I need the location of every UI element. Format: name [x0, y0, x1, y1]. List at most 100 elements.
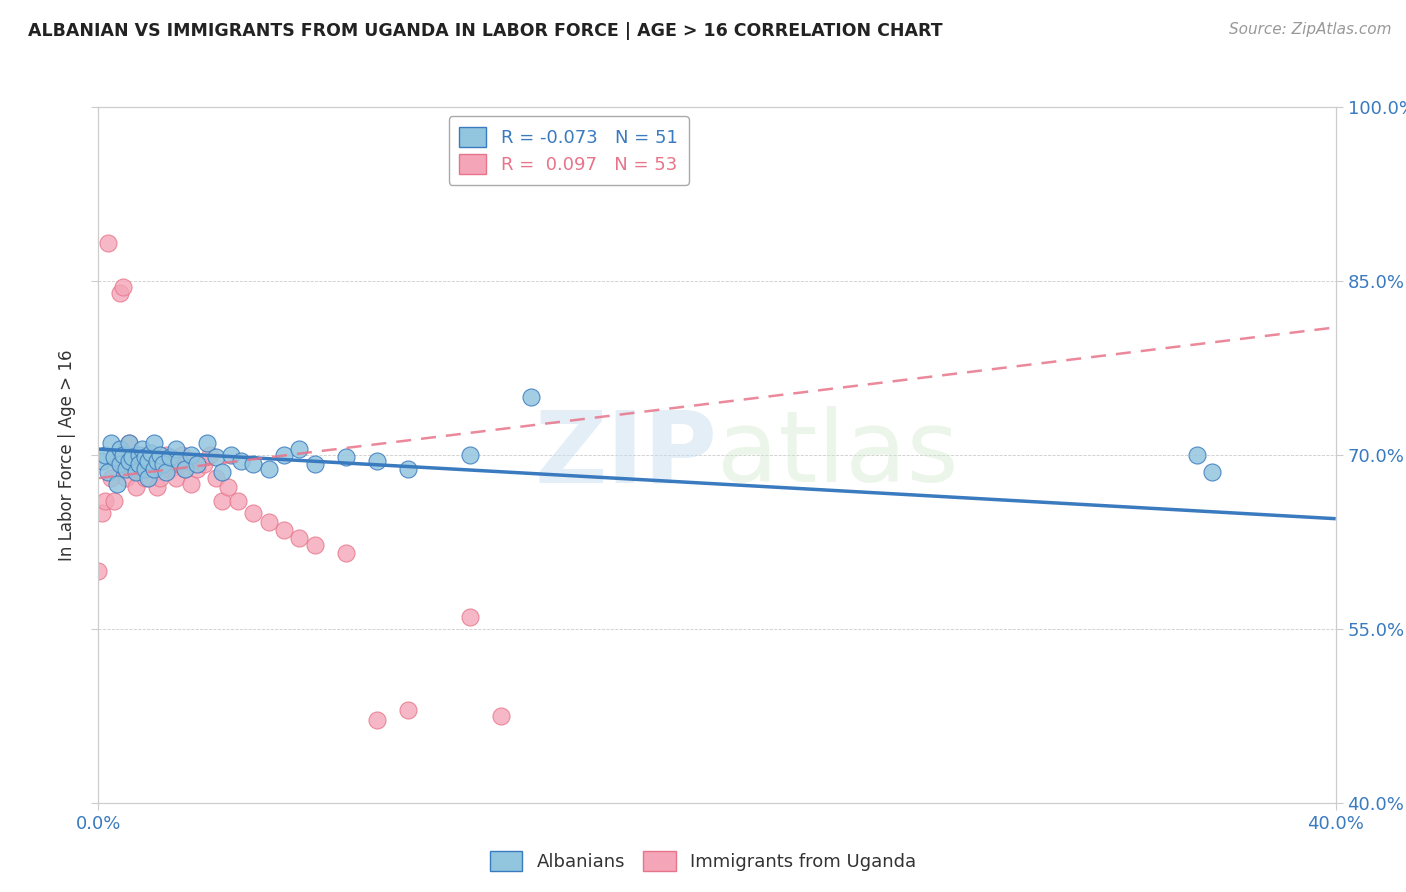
- Point: [108, 285, 131, 300]
- Point: [128, 457, 150, 471]
- Point: [146, 453, 169, 467]
- Point: [257, 462, 280, 476]
- Point: [131, 462, 153, 476]
- Point: [139, 448, 162, 462]
- Point: [226, 494, 249, 508]
- Point: [128, 453, 150, 467]
- Point: [112, 448, 135, 462]
- Point: [108, 442, 131, 457]
- Point: [124, 480, 146, 494]
- Point: [152, 453, 174, 467]
- Point: [167, 457, 190, 471]
- Point: [128, 448, 150, 462]
- Point: [366, 453, 388, 467]
- Point: [193, 457, 215, 471]
- Point: [165, 471, 187, 485]
- Text: ALBANIAN VS IMMIGRANTS FROM UGANDA IN LABOR FORCE | AGE > 16 CORRELATION CHART: ALBANIAN VS IMMIGRANTS FROM UGANDA IN LA…: [28, 22, 943, 40]
- Point: [118, 436, 141, 450]
- Point: [180, 476, 202, 491]
- Point: [170, 448, 193, 462]
- Point: [139, 445, 162, 459]
- Point: [97, 465, 120, 479]
- Point: [149, 448, 172, 462]
- Point: [146, 480, 169, 494]
- Point: [100, 471, 122, 485]
- Point: [366, 714, 388, 728]
- Point: [136, 471, 159, 485]
- Point: [124, 465, 146, 479]
- Point: [396, 703, 419, 717]
- Point: [304, 457, 326, 471]
- Point: [143, 453, 166, 467]
- Point: [242, 506, 264, 520]
- Point: [149, 471, 172, 485]
- Point: [118, 453, 141, 467]
- Point: [134, 462, 156, 476]
- Point: [288, 442, 311, 457]
- Point: [155, 448, 177, 462]
- Point: [115, 471, 138, 485]
- Point: [396, 462, 419, 476]
- Point: [335, 546, 357, 560]
- Point: [257, 515, 280, 529]
- Y-axis label: In Labor Force | Age > 16: In Labor Force | Age > 16: [58, 349, 76, 561]
- Point: [97, 235, 120, 250]
- Point: [121, 462, 143, 476]
- Point: [165, 442, 187, 457]
- Point: [273, 448, 295, 462]
- Point: [205, 471, 228, 485]
- Point: [1185, 448, 1208, 462]
- Point: [118, 436, 141, 450]
- Point: [489, 708, 512, 723]
- Point: [174, 462, 197, 476]
- Point: [108, 457, 131, 471]
- Point: [304, 538, 326, 552]
- Point: [131, 442, 153, 457]
- Point: [93, 448, 115, 462]
- Point: [186, 462, 208, 476]
- Point: [136, 453, 159, 467]
- Point: [520, 390, 543, 404]
- Point: [134, 471, 156, 485]
- Point: [159, 450, 181, 465]
- Point: [93, 494, 115, 508]
- Point: [186, 457, 208, 471]
- Point: [221, 448, 243, 462]
- Legend: Albanians, Immigrants from Uganda: Albanians, Immigrants from Uganda: [482, 844, 924, 879]
- Point: [288, 532, 311, 546]
- Point: [118, 453, 141, 467]
- Point: [121, 450, 143, 465]
- Point: [174, 462, 197, 476]
- Point: [105, 453, 128, 467]
- Point: [143, 462, 166, 476]
- Point: [124, 448, 146, 462]
- Point: [167, 453, 190, 467]
- Point: [87, 564, 110, 578]
- Point: [152, 457, 174, 471]
- Point: [90, 506, 112, 520]
- Point: [155, 465, 177, 479]
- Point: [90, 453, 112, 467]
- Point: [112, 448, 135, 462]
- Point: [105, 476, 128, 491]
- Point: [177, 453, 200, 467]
- Text: Source: ZipAtlas.com: Source: ZipAtlas.com: [1229, 22, 1392, 37]
- Point: [273, 523, 295, 537]
- Point: [143, 436, 166, 450]
- Point: [205, 450, 228, 465]
- Text: atlas: atlas: [717, 407, 959, 503]
- Point: [335, 450, 357, 465]
- Point: [211, 465, 233, 479]
- Point: [143, 462, 166, 476]
- Point: [195, 436, 218, 450]
- Point: [180, 448, 202, 462]
- Point: [198, 448, 221, 462]
- Point: [1201, 465, 1223, 479]
- Point: [211, 494, 233, 508]
- Point: [458, 448, 481, 462]
- Point: [136, 457, 159, 471]
- Point: [134, 450, 156, 465]
- Point: [162, 453, 184, 467]
- Point: [134, 448, 156, 462]
- Point: [115, 462, 138, 476]
